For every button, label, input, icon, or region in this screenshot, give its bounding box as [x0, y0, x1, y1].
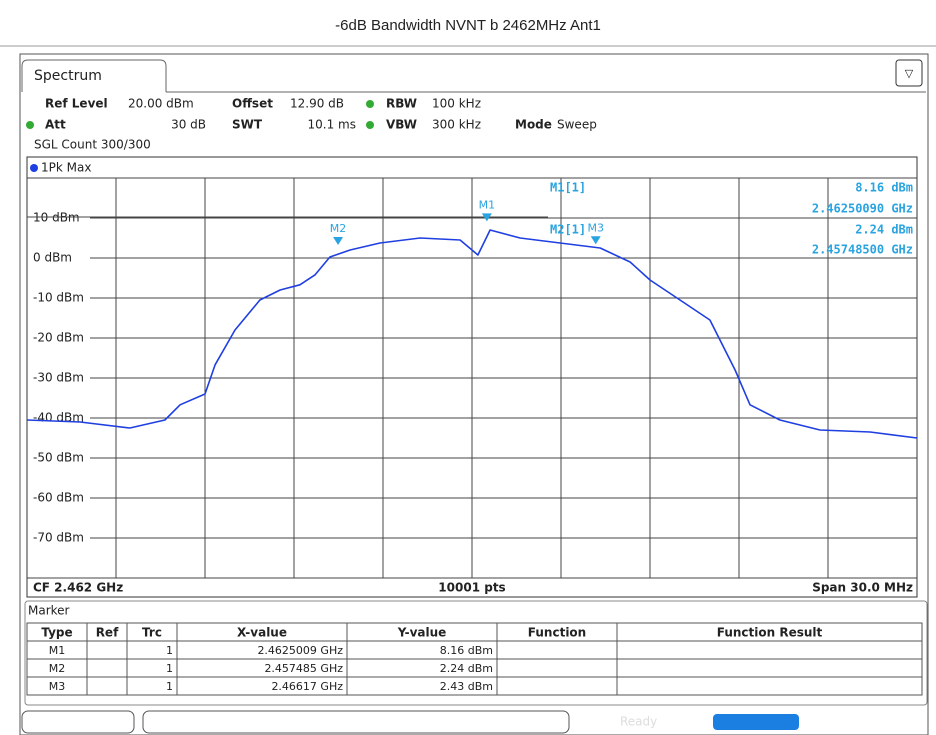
table-cell: 1: [166, 680, 173, 693]
setting-value: 10.1 ms: [308, 118, 356, 132]
setting-value: 300 kHz: [432, 118, 481, 132]
table-cell: 2.457485 GHz: [264, 662, 343, 675]
message-box: [142, 710, 570, 734]
marker: [333, 237, 344, 246]
marker-readout: 2.45748500 GHz: [812, 243, 913, 257]
marker-panel: [24, 600, 928, 706]
table-cell: 2.24 dBm: [440, 662, 493, 675]
column-header: Function Result: [717, 626, 823, 640]
column-header: X-value: [237, 626, 287, 640]
marker-table: Type Ref Trc X-value Y-value Function Function…: [26, 622, 923, 696]
column-header: Ref: [96, 626, 119, 640]
marker-readout: M1[1]: [550, 181, 586, 195]
y-tick-label: -60 dBm: [33, 491, 84, 505]
marker-label: M1: [479, 198, 496, 211]
marker: [481, 213, 492, 222]
setting-label: VBW: [386, 118, 417, 132]
table-cell: 1: [166, 644, 173, 657]
table-cell: 2.43 dBm: [440, 680, 493, 693]
y-tick-label: 0 dBm: [33, 251, 72, 265]
marker-readout: 2.24 dBm: [855, 223, 913, 237]
setting-value: 20.00 dBm: [128, 97, 194, 111]
status-dot: [366, 100, 374, 108]
status-text: Ready: [620, 715, 657, 729]
column-header: Type: [41, 626, 72, 640]
setting-label: Att: [45, 118, 66, 132]
trace-label: 1Pk Max: [41, 161, 91, 175]
table-cell: 1: [166, 662, 173, 675]
marker-readout: M2[1]: [550, 223, 586, 237]
table-cell: 2.4625009 GHz: [257, 644, 343, 657]
tab[interactable]: [21, 59, 167, 92]
column-header: Function: [528, 626, 586, 640]
setting-label: Offset: [232, 97, 273, 111]
trace: [26, 229, 918, 439]
menu-icon[interactable]: ▽: [905, 67, 914, 80]
status-dot: [26, 121, 34, 129]
column-header: Trc: [142, 626, 162, 640]
points: 10001 pts: [438, 581, 505, 595]
y-tick-label: -20 dBm: [33, 331, 84, 345]
setting-label: Ref Level: [45, 97, 108, 111]
span: Span 30.0 MHz: [812, 581, 913, 595]
marker-table-title: Marker: [28, 604, 70, 618]
page-title: -6dB Bandwidth NVNT b 2462MHz Ant1: [335, 17, 601, 34]
table-cell: M2: [49, 662, 66, 675]
status-box: [21, 710, 135, 734]
setting-value: Sweep: [557, 118, 597, 132]
setting-value: 100 kHz: [432, 97, 481, 111]
tab-label[interactable]: Spectrum: [34, 68, 102, 84]
menu-button[interactable]: [895, 59, 923, 87]
marker-label: M3: [587, 221, 604, 234]
progress-bar: [713, 714, 799, 730]
setting-label: Mode: [515, 118, 552, 132]
setting-label: RBW: [386, 97, 417, 111]
y-tick-label: -70 dBm: [33, 531, 84, 545]
marker-readout: 2.46250090 GHz: [812, 202, 913, 216]
sgl-count: SGL Count 300/300: [34, 138, 151, 152]
marker-readout: 8.16 dBm: [855, 181, 913, 195]
trace-dot: [30, 164, 38, 172]
y-tick-label: -30 dBm: [33, 371, 84, 385]
marker: [590, 236, 601, 245]
setting-value: 30 dB: [171, 118, 206, 132]
setting-value: 12.90 dB: [290, 97, 344, 111]
center-frequency: CF 2.462 GHz: [33, 581, 123, 595]
table-cell: M3: [49, 680, 66, 693]
y-tick-label: -10 dBm: [33, 291, 84, 305]
y-tick-label: -50 dBm: [33, 451, 84, 465]
status-dot: [366, 121, 374, 129]
column-header: Y-value: [397, 626, 447, 640]
table-cell: 2.46617 GHz: [271, 680, 343, 693]
table-cell: 8.16 dBm: [440, 644, 493, 657]
setting-label: SWT: [232, 118, 263, 132]
table-cell: M1: [49, 644, 66, 657]
marker-label: M2: [330, 222, 347, 235]
cell: [616, 676, 923, 696]
